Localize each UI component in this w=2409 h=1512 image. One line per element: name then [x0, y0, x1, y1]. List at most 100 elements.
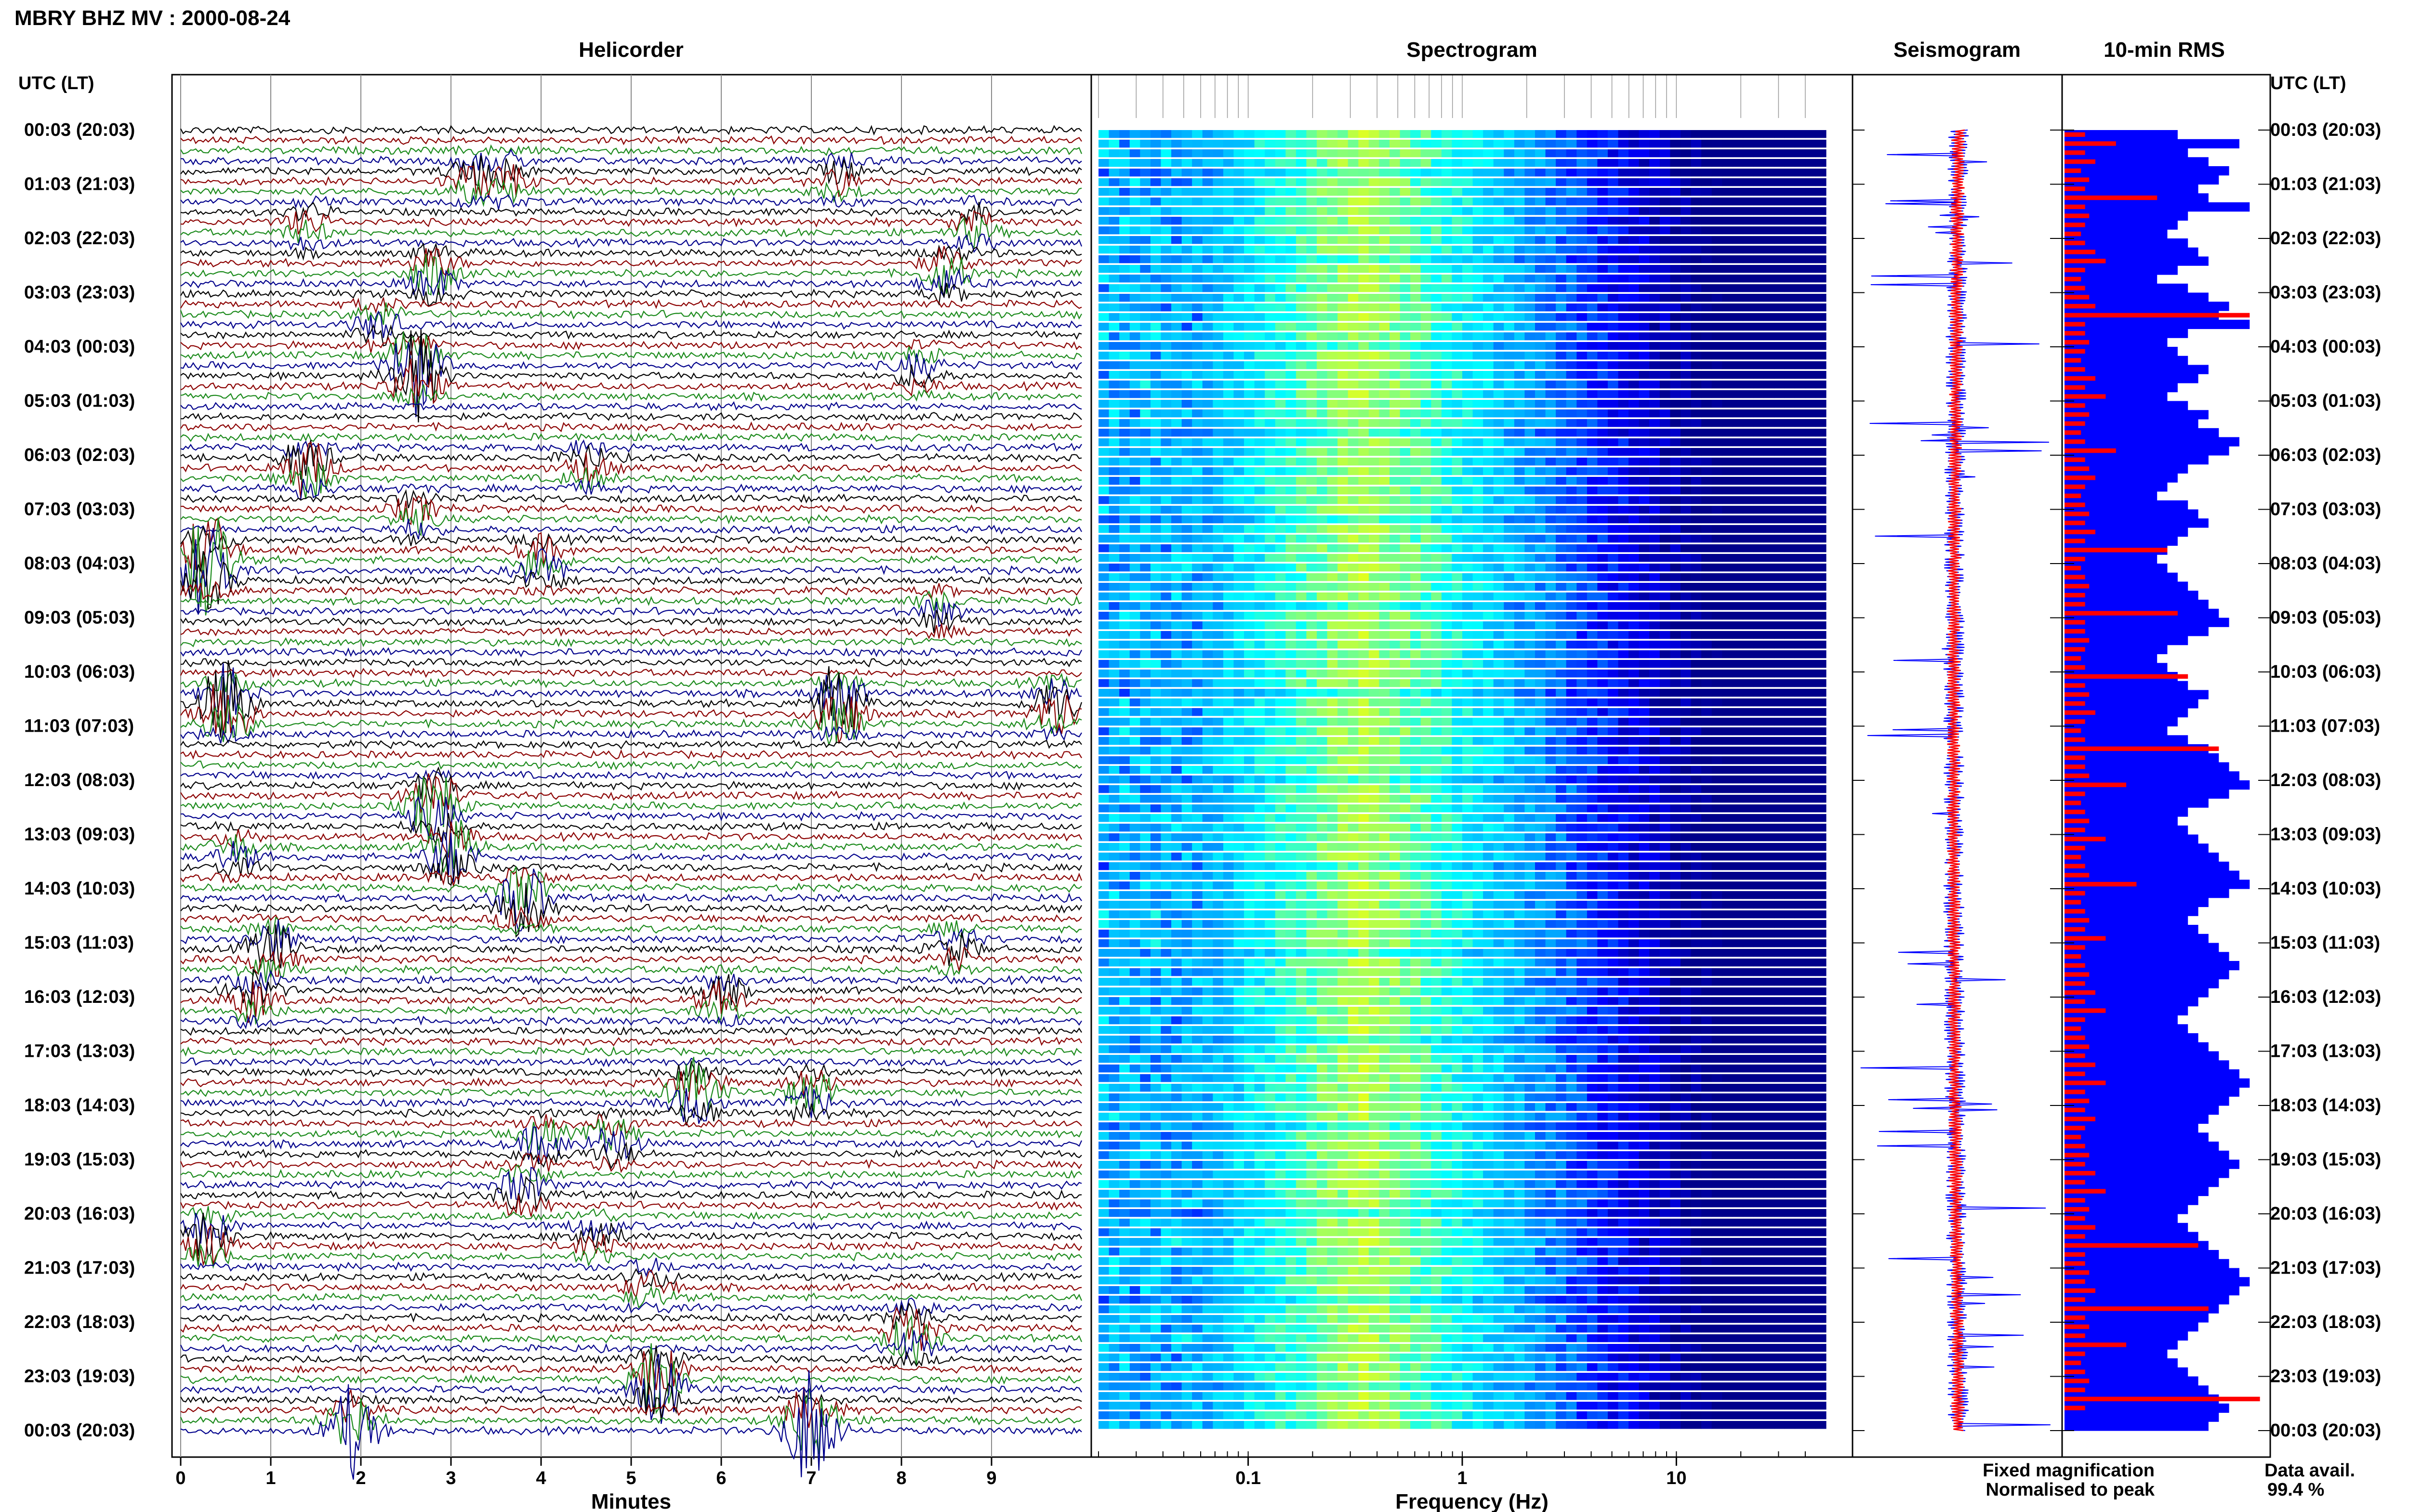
spectrogram-cell: [1659, 660, 1671, 668]
spectrogram-cell: [1524, 535, 1535, 543]
spectrogram-cell: [1265, 602, 1276, 610]
spectrogram-cell: [1296, 140, 1307, 148]
spectrogram-cell: [1171, 197, 1182, 206]
spectrogram-cell: [1681, 515, 1692, 524]
spectrogram-cell: [1774, 583, 1785, 591]
helicorder-trace: [180, 699, 1082, 747]
helicorder-traces: [180, 125, 1083, 1480]
spectrogram-cell: [1400, 718, 1411, 726]
spectrogram-cell: [1763, 130, 1774, 138]
spectrogram-cell: [1410, 236, 1421, 244]
spectrogram-cell: [1441, 631, 1453, 639]
spectrogram-cell: [1805, 226, 1816, 235]
spectrogram-cell: [1732, 621, 1744, 630]
spectrogram-cell: [1368, 631, 1380, 639]
spectrogram-cell: [1691, 178, 1702, 186]
spectrogram-cell: [1524, 708, 1535, 716]
spectrogram-cell: [1119, 332, 1130, 341]
spectrogram-cell: [1420, 159, 1431, 167]
spectrogram-cell: [1597, 718, 1608, 726]
spectrogram-cell: [1452, 496, 1463, 504]
spectrogram-cell: [1171, 506, 1182, 514]
spectrogram-cell: [1254, 361, 1265, 369]
spectrogram-cell: [1576, 486, 1588, 495]
spectrogram-cell: [1639, 612, 1650, 620]
spectrogram-cell: [1285, 303, 1297, 312]
spectrogram-cell: [1815, 140, 1827, 148]
spectrogram-cell: [1358, 766, 1369, 774]
spectrogram-cell: [1244, 255, 1255, 263]
spectrogram-cell: [1109, 246, 1120, 254]
spectrogram-cell: [1524, 323, 1535, 331]
spectrogram-cell: [1202, 776, 1213, 784]
spectrogram-cell: [1171, 130, 1182, 138]
spectrogram-cell: [1337, 140, 1349, 148]
spectrogram-cell: [1140, 641, 1151, 649]
spectrogram-cell: [1431, 544, 1442, 552]
spectrogram-cell: [1431, 602, 1442, 610]
spectrogram-cell: [1254, 477, 1265, 485]
spectrogram-cell: [1337, 554, 1349, 562]
spectrogram-cell: [1452, 621, 1463, 630]
spectrogram-cell: [1431, 506, 1442, 514]
spectrogram-cell: [1099, 679, 1110, 687]
spectrogram-cell: [1452, 284, 1463, 292]
spectrogram-cell: [1670, 275, 1681, 283]
helicorder-xtick-label: 2: [356, 1468, 366, 1488]
spectrogram-cell: [1390, 641, 1401, 649]
spectrogram-cell: [1524, 564, 1535, 572]
spectrogram-cell: [1784, 564, 1795, 572]
spectrogram-cell: [1815, 631, 1827, 639]
spectrogram-cell: [1119, 554, 1130, 562]
spectrogram-cell: [1722, 718, 1733, 726]
spectrogram-cell: [1618, 708, 1629, 716]
spectrogram-cell: [1701, 130, 1712, 138]
spectrogram-cell: [1483, 294, 1494, 302]
spectrogram-cell: [1368, 747, 1380, 755]
spectrogram-cell: [1462, 159, 1473, 167]
spectrogram-cell: [1774, 612, 1785, 620]
spectrogram-cell: [1659, 679, 1671, 687]
spectrogram-cell: [1784, 217, 1795, 225]
spectrogram-cell: [1462, 429, 1473, 437]
spectrogram-cell: [1368, 361, 1380, 369]
spectrogram-cell: [1441, 660, 1453, 668]
spectrogram-cell: [1348, 650, 1359, 658]
spectrogram-cell: [1649, 429, 1660, 437]
spectrogram-cell: [1462, 197, 1473, 206]
spectrogram-cell: [1681, 612, 1692, 620]
spectrogram-cell: [1732, 361, 1744, 369]
spectrogram-cell: [1233, 371, 1244, 379]
spectrogram-cell: [1795, 130, 1806, 138]
helicorder-trace: [180, 1046, 1082, 1057]
spectrogram-cell: [1815, 352, 1827, 360]
spectrogram-cell: [1753, 660, 1764, 668]
spectrogram-cell: [1670, 535, 1681, 543]
spectrogram-cell: [1732, 612, 1744, 620]
spectrogram-cell: [1181, 438, 1192, 447]
spectrogram-cell: [1202, 275, 1213, 283]
spectrogram-cell: [1161, 727, 1172, 736]
spectrogram-cell: [1587, 698, 1598, 707]
spectrogram-cell: [1161, 217, 1172, 225]
spectrogram-cell: [1150, 766, 1162, 774]
spectrogram-cell: [1784, 255, 1795, 263]
spectrogram-cell: [1566, 197, 1577, 206]
spectrogram-cell: [1743, 458, 1754, 466]
spectrogram-cell: [1722, 496, 1733, 504]
spectrogram-cell: [1306, 332, 1317, 341]
spectrogram-cell: [1743, 284, 1754, 292]
spectrogram-cell: [1701, 342, 1712, 350]
spectrogram-cell: [1659, 583, 1671, 591]
spectrogram-cell: [1099, 631, 1110, 639]
spectrogram-cell: [1171, 776, 1182, 784]
spectrogram-cell: [1493, 776, 1504, 784]
time-label-right: 05:03 (01:03): [2270, 391, 2381, 411]
spectrogram-cell: [1181, 496, 1192, 504]
spectrogram-cell: [1763, 564, 1774, 572]
spectrogram-cell: [1181, 217, 1192, 225]
spectrogram-cell: [1431, 226, 1442, 235]
spectrogram-cell: [1244, 689, 1255, 697]
spectrogram-cell: [1306, 564, 1317, 572]
spectrogram-cell: [1109, 477, 1120, 485]
